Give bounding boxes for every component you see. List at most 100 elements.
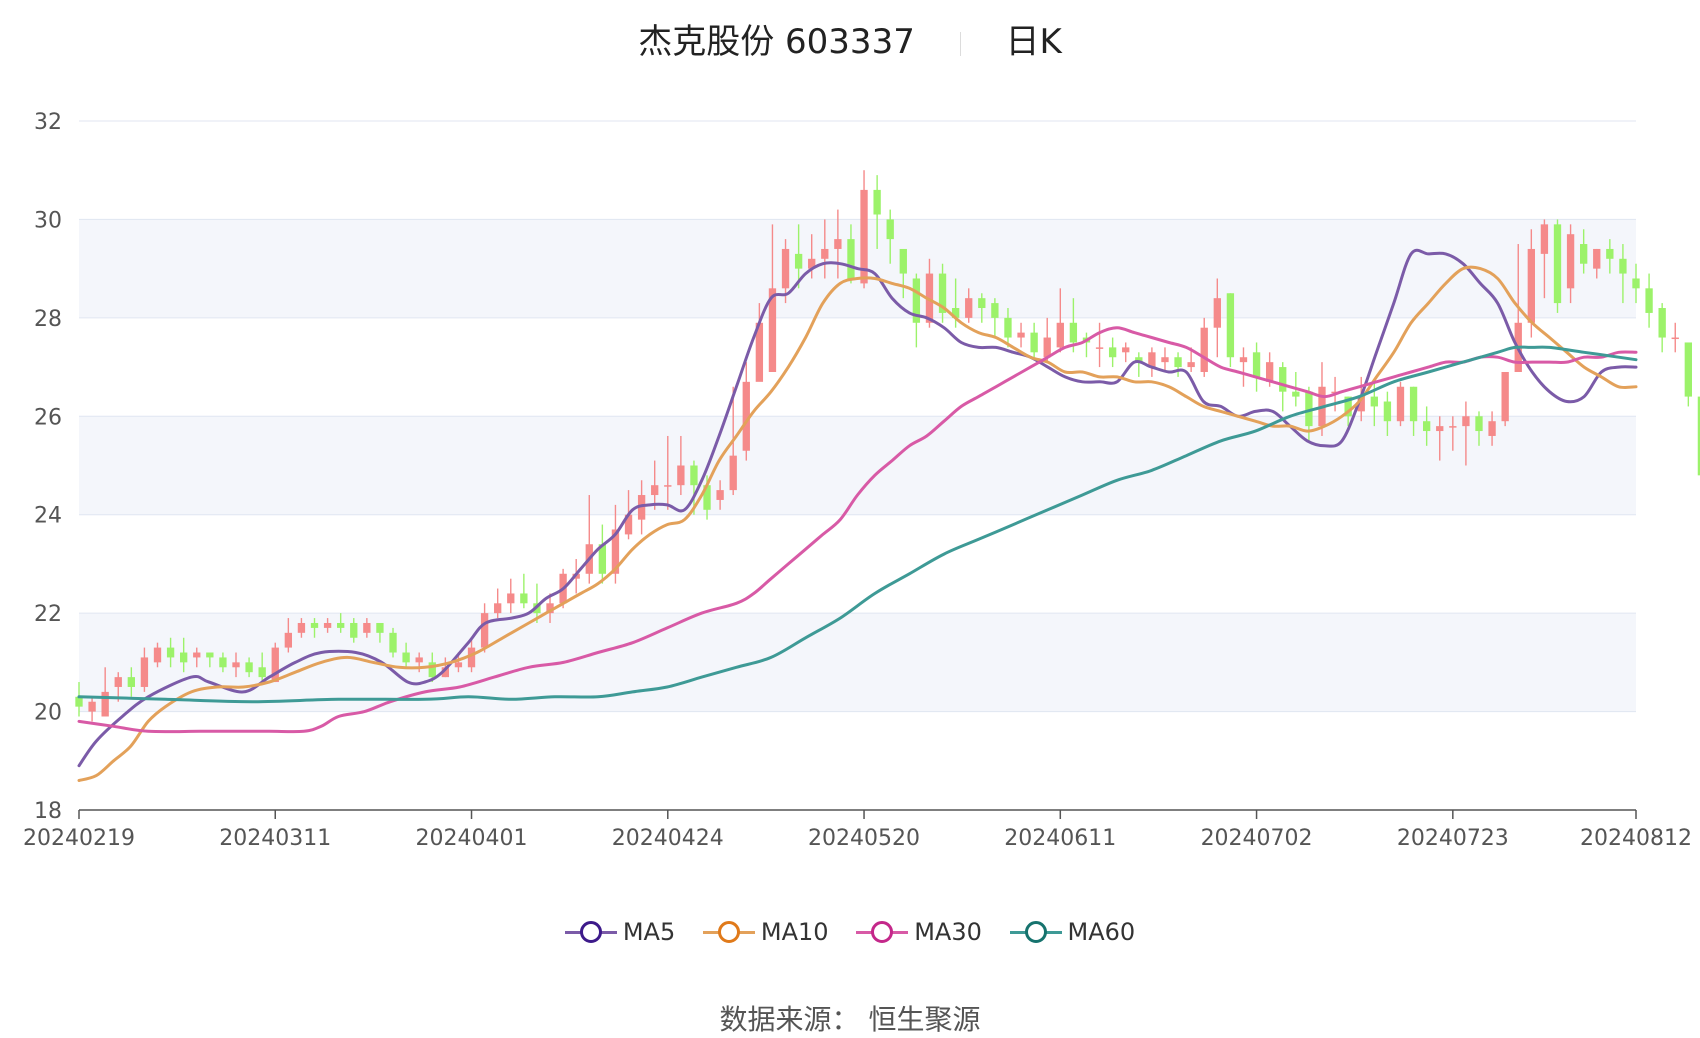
candle: [755, 303, 764, 382]
candle: [258, 652, 266, 683]
period-label: 日K: [1005, 22, 1062, 62]
candle: [310, 618, 319, 638]
y-tick-label: 22: [34, 602, 62, 627]
legend-ma30-label: MA30: [914, 918, 982, 946]
candle-body: [677, 465, 685, 486]
candle: [1580, 229, 1588, 274]
candle-body: [1252, 352, 1261, 377]
legend-ma5[interactable]: MA5: [564, 918, 676, 946]
legend-ma60-swatch: [1009, 920, 1062, 944]
candle: [88, 696, 96, 722]
legend-ma10[interactable]: MA10: [702, 918, 829, 946]
candle-body: [415, 657, 423, 663]
candle-body: [1161, 357, 1169, 363]
candle: [140, 647, 149, 692]
candle-body: [1580, 244, 1588, 264]
legend: MA5 MA10 MA30 MA60: [0, 918, 1700, 950]
candle: [1056, 288, 1064, 353]
candle-body: [1279, 367, 1287, 392]
x-axis: 20240219 20240311 20240401 20240424 20240520…: [23, 809, 1692, 851]
x-tick-label: 20240311: [219, 826, 331, 851]
candle: [1239, 347, 1248, 387]
candle-body: [1658, 308, 1666, 338]
candle: [1488, 411, 1496, 446]
series-line-ma30: [77, 326, 1638, 734]
candle-body: [768, 288, 777, 372]
band-3: [79, 416, 1636, 515]
candle-body: [1174, 357, 1182, 368]
candle-body: [88, 701, 96, 712]
x-tick-label: 20240424: [612, 826, 724, 851]
candle-body: [651, 485, 659, 496]
candle-body: [1017, 332, 1025, 338]
candle-body: [310, 622, 319, 628]
candle: [75, 682, 83, 717]
candle: [1082, 332, 1091, 358]
candle-body: [1370, 396, 1378, 407]
candle-body: [337, 622, 345, 628]
candle: [507, 578, 515, 614]
candle-body: [140, 657, 149, 687]
candle-body: [480, 613, 489, 648]
x-tick-label: 20240723: [1397, 826, 1509, 851]
candle: [834, 209, 842, 279]
candle-body: [938, 273, 947, 313]
candle: [1122, 342, 1130, 363]
series-line-ma5: [77, 248, 1638, 768]
candle: [1422, 406, 1431, 446]
chart-title: 杰克股份 603337 日K: [0, 14, 1700, 63]
legend-ma5-swatch: [564, 920, 617, 944]
candle-body: [297, 622, 306, 633]
candle: [1004, 308, 1012, 348]
candle: [284, 618, 293, 653]
x-tick-label: 20240401: [416, 826, 528, 851]
candle: [337, 613, 345, 633]
candle-body: [350, 622, 358, 638]
candle: [363, 618, 371, 638]
legend-ma10-swatch: [702, 920, 755, 944]
candle-body: [454, 662, 463, 668]
candle-body: [1449, 426, 1457, 428]
candle-body: [245, 662, 253, 673]
candle-body: [1488, 421, 1496, 436]
candle-body: [716, 490, 724, 500]
candle: [965, 288, 973, 323]
candle-body: [232, 662, 240, 668]
candle: [180, 637, 188, 673]
candle-body: [912, 278, 921, 323]
candle-body: [1213, 298, 1221, 328]
candle: [821, 219, 829, 279]
moving-average-lines: [77, 248, 1638, 782]
candle-body: [428, 662, 436, 678]
candle-body: [271, 647, 279, 683]
candle-body: [781, 248, 790, 289]
candle: [912, 273, 921, 348]
candle-body: [899, 248, 907, 274]
candle-body: [742, 381, 750, 451]
candle-body: [1187, 362, 1195, 368]
candle-body: [755, 322, 764, 382]
candle: [651, 460, 659, 510]
x-tick-label: 20240611: [1004, 826, 1116, 851]
candle: [886, 209, 894, 264]
candle-body: [546, 603, 554, 614]
candle-body: [690, 465, 698, 486]
candle: [271, 642, 279, 683]
candlestick-chart: 18 20 22 24 26 28 30 32 20240219 20240311 2024040…: [23, 110, 1700, 851]
candle: [350, 618, 358, 643]
candle-body: [1566, 234, 1575, 289]
candle: [1226, 293, 1235, 368]
candle-body: [1593, 248, 1601, 269]
y-axis: 18 20 22 24 26 28 30 32: [34, 110, 62, 824]
legend-ma5-label: MA5: [622, 918, 676, 946]
legend-ma60[interactable]: MA60: [1009, 918, 1135, 946]
candle-body: [1619, 258, 1627, 274]
candle-body: [1684, 342, 1692, 397]
candle-body: [1305, 391, 1313, 427]
y-tick-label: 32: [34, 110, 62, 135]
candle: [677, 435, 685, 496]
candle: [166, 637, 175, 668]
legend-ma30[interactable]: MA30: [856, 918, 982, 946]
candle: [1069, 298, 1078, 353]
candle: [1383, 391, 1392, 436]
